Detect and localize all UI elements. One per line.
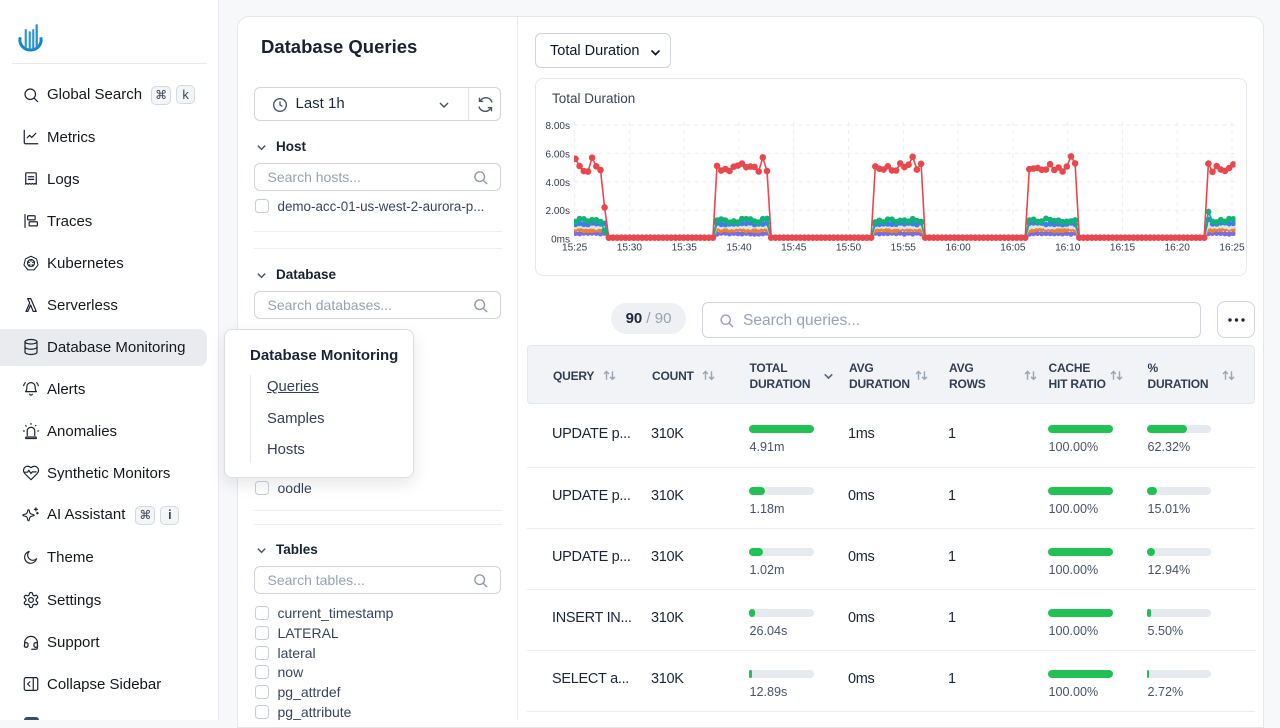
svg-text:15:30: 15:30 xyxy=(617,243,643,254)
svg-text:15:50: 15:50 xyxy=(836,243,862,254)
svg-text:15:40: 15:40 xyxy=(726,243,752,254)
svg-text:16:10: 16:10 xyxy=(1055,243,1081,254)
svg-text:6.00s: 6.00s xyxy=(546,149,570,160)
svg-text:15:55: 15:55 xyxy=(891,243,917,254)
svg-text:16:20: 16:20 xyxy=(1165,243,1191,254)
svg-text:0ms: 0ms xyxy=(551,235,570,246)
svg-text:2.00s: 2.00s xyxy=(546,206,570,217)
svg-text:4.00s: 4.00s xyxy=(546,178,570,189)
svg-text:15:35: 15:35 xyxy=(672,243,698,254)
svg-text:16:05: 16:05 xyxy=(1000,243,1026,254)
svg-text:15:25: 15:25 xyxy=(562,243,588,254)
svg-text:16:15: 16:15 xyxy=(1110,243,1136,254)
svg-text:16:25: 16:25 xyxy=(1219,243,1245,254)
svg-text:16:00: 16:00 xyxy=(945,243,971,254)
svg-text:8.00s: 8.00s xyxy=(546,121,570,132)
svg-text:15:45: 15:45 xyxy=(781,243,807,254)
